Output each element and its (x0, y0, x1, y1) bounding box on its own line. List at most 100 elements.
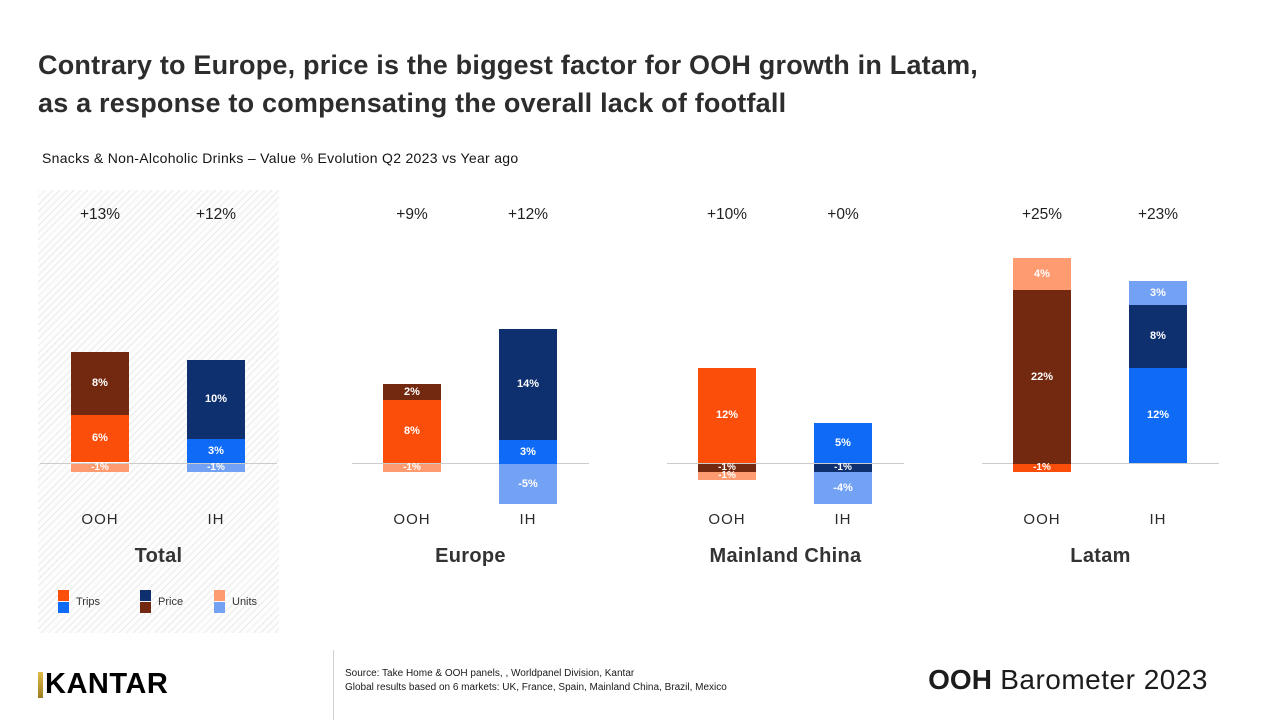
report-brand-rest: Barometer 2023 (991, 664, 1208, 695)
chart-subtitle: Snacks & Non-Alcoholic Drinks – Value % … (42, 150, 519, 166)
footer-divider (333, 650, 334, 720)
zero-axis-line (982, 463, 1219, 464)
legend-item-trips: Trips (58, 590, 100, 613)
x-axis-label-latam-ooh: OOH (1023, 511, 1061, 528)
page-title: Contrary to Europe, price is the biggest… (38, 46, 1218, 122)
bar-segment-europe-ooh-trips: 8% (383, 400, 441, 463)
page-title-line2: as a response to compensating the overal… (38, 88, 787, 118)
segment-value-label: -1% (718, 470, 736, 481)
segment-value-label: -5% (518, 477, 538, 490)
bar-segment-mainland-china-ih-trips: 5% (814, 423, 872, 463)
bar-segment-mainland-china-ih-price: -1% (814, 462, 872, 473)
segment-value-label: 4% (1034, 267, 1050, 280)
total-value-label-latam-ih: +23% (1137, 206, 1179, 223)
chart-group-total: +13% 8% 6% -1% OOH +12% 10% 3% -1% IH Total (38, 190, 279, 633)
bar-segment-total-ooh-trips: 6% (71, 415, 129, 462)
legend-label-trips: Trips (76, 595, 101, 608)
segment-value-label: 8% (1150, 330, 1166, 342)
total-value-label-mainland-china-ih: +0% (827, 206, 859, 223)
segment-value-label: 12% (715, 409, 739, 421)
chart-group-latam: +25% 4% 22% -1% OOH +23% 3% 8% 12% IH Latam (980, 190, 1221, 633)
report-brand: OOH Barometer 2023 (928, 664, 1208, 696)
segment-value-label: 10% (204, 393, 228, 405)
units-ooh-swatch (214, 590, 225, 601)
group-name-latam: Latam (1070, 545, 1131, 567)
group-name-mainland-china: Mainland China (709, 545, 862, 567)
segment-value-label: 8% (404, 425, 420, 437)
total-value-label-europe-ooh: +9% (396, 206, 428, 223)
bar-segment-mainland-china-ih-units: -4% (814, 472, 872, 504)
segment-value-label: 2% (404, 385, 420, 398)
segment-value-label: 12% (1146, 409, 1170, 421)
group-name-total: Total (134, 545, 183, 567)
segment-value-label: 3% (520, 445, 536, 458)
bar-segment-latam-ooh-units: 4% (1013, 258, 1071, 290)
segment-value-label: 14% (516, 378, 540, 390)
kantar-logo: KANTAR (38, 668, 168, 701)
total-value-label-latam-ooh: +25% (1021, 206, 1063, 223)
segment-value-label: 3% (1150, 286, 1166, 299)
bar-segment-mainland-china-ooh-trips: 12% (698, 368, 756, 463)
chart-group-europe: +9% 2% 8% -1% OOH +12% 14% 3% -5% IH Europe (350, 190, 591, 633)
segment-value-label: 8% (92, 377, 108, 389)
units-ih-swatch (214, 602, 225, 613)
legend-label-units: Units (232, 595, 258, 608)
bar-segment-total-ooh-price: 8% (71, 352, 129, 415)
trips-ooh-swatch (58, 590, 69, 601)
bar-segment-europe-ih-price: 14% (499, 329, 557, 440)
bar-segment-total-ih-price: 10% (187, 360, 245, 439)
x-axis-label-europe-ooh: OOH (393, 511, 431, 528)
zero-axis-line (352, 463, 589, 464)
total-value-label-mainland-china-ooh: +10% (706, 206, 748, 223)
legend-item-price: Price (140, 590, 183, 613)
bar-segment-latam-ih-units: 3% (1129, 281, 1187, 305)
bar-segment-europe-ooh-price: 2% (383, 384, 441, 400)
x-axis-label-mainland-china-ih: IH (834, 511, 852, 528)
legend-swatches-price (140, 590, 151, 613)
group-name-europe: Europe (435, 545, 506, 567)
x-axis-label-latam-ih: IH (1149, 511, 1167, 528)
total-value-label-total-ooh: +13% (79, 206, 121, 223)
source-line1: Source: Take Home & OOH panels, , Worldp… (345, 668, 635, 679)
chart-group-mainland-china: +10% 12% -1% -1% OOH +0% 5% -1% -4% IH Mainland Ch… (665, 190, 906, 633)
trips-ih-swatch (58, 602, 69, 613)
bar-segment-latam-ooh-trips: -1% (1013, 462, 1071, 473)
segment-value-label: 5% (835, 436, 851, 449)
x-axis-label-total-ih: IH (207, 511, 225, 528)
zero-axis-line (40, 463, 277, 464)
segment-value-label: 22% (1030, 370, 1054, 383)
price-ooh-swatch (140, 602, 151, 613)
bar-segment-latam-ooh-price: 22% (1013, 290, 1071, 464)
bar-segment-europe-ih-trips: 3% (499, 440, 557, 464)
bar-segment-latam-ih-price: 8% (1129, 305, 1187, 368)
bar-segment-europe-ih-units: -5% (499, 464, 557, 504)
kantar-logo-gold-stem (38, 671, 43, 698)
segment-value-label: -1% (834, 462, 852, 473)
bar-segment-total-ooh-units: -1% (71, 462, 129, 473)
legend-label-price: Price (158, 595, 184, 608)
bar-segment-mainland-china-ooh-units: -1% (698, 470, 756, 481)
kantar-logo-text: KANTAR (45, 668, 169, 700)
chart-legend: Trips Price Units (56, 590, 286, 626)
page-title-line1: Contrary to Europe, price is the biggest… (38, 50, 978, 80)
bar-segment-total-ih-units: -1% (187, 462, 245, 473)
zero-axis-line (667, 463, 904, 464)
bar-segment-total-ih-trips: 3% (187, 439, 245, 463)
total-value-label-europe-ih: +12% (507, 206, 549, 223)
segment-value-label: 6% (92, 432, 108, 444)
segment-value-label: -1% (91, 462, 109, 473)
bar-segment-mainland-china-ooh-price: -1% (698, 462, 756, 473)
bar-segment-latam-ih-trips: 12% (1129, 368, 1187, 463)
bar-segment-europe-ooh-units: -1% (383, 462, 441, 473)
legend-swatches-trips (58, 590, 69, 613)
segment-value-label: -1% (718, 462, 736, 473)
source-line2: Global results based on 6 markets: UK, F… (345, 682, 727, 693)
x-axis-label-mainland-china-ooh: OOH (708, 511, 746, 528)
x-axis-label-total-ooh: OOH (81, 511, 119, 528)
segment-value-label: -4% (833, 481, 853, 494)
segment-value-label: -1% (403, 462, 421, 473)
segment-value-label: -1% (207, 462, 225, 473)
source-note: Source: Take Home & OOH panels, , Worldp… (345, 667, 727, 695)
segment-value-label: -1% (1033, 462, 1051, 473)
